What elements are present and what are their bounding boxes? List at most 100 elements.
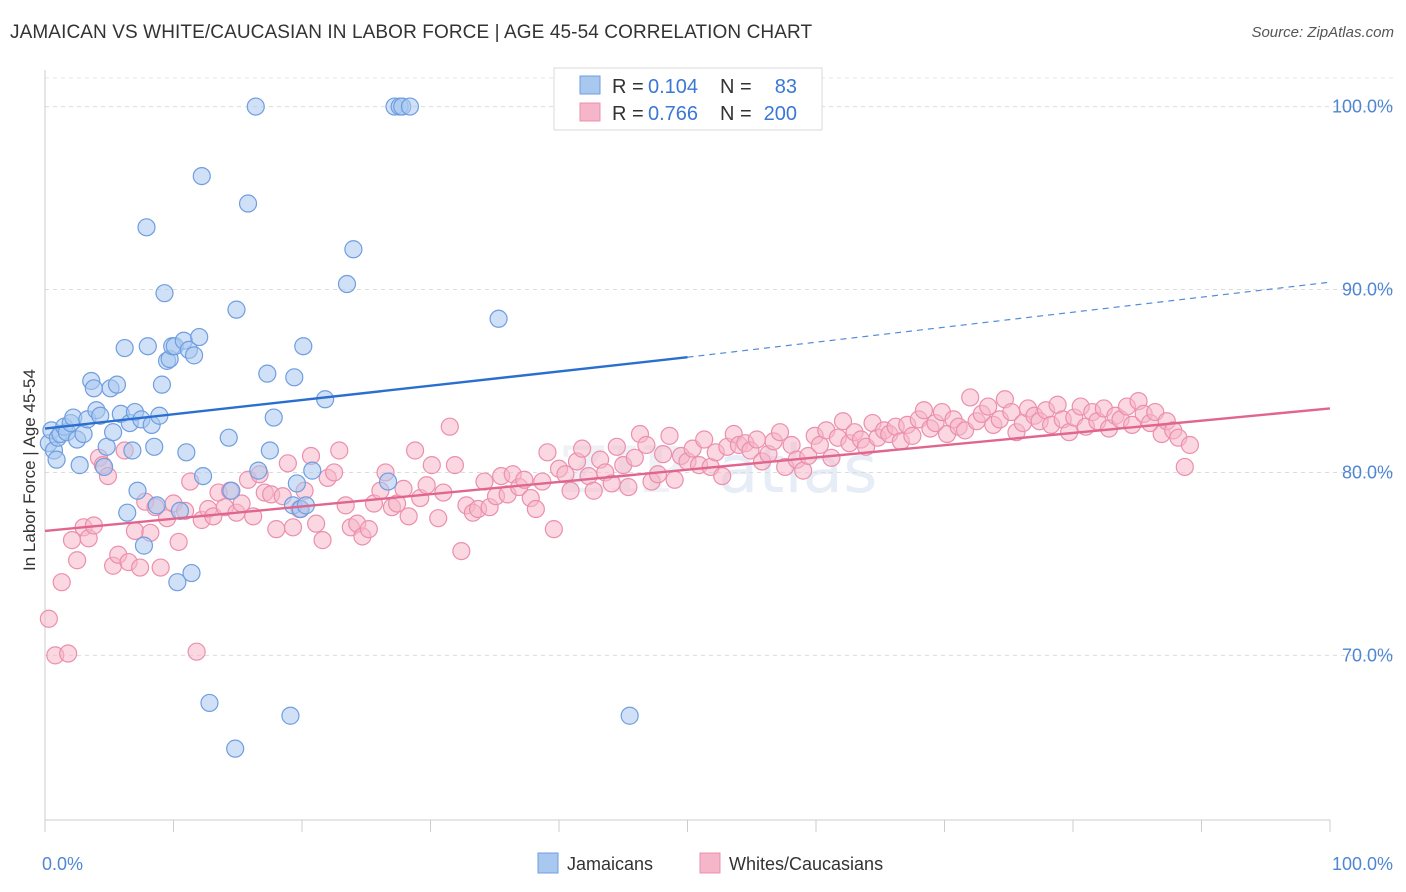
correlation-legend: R = 0.104 N = 83 R = 0.766 N = 200 [553,67,823,131]
jamaican-point [118,503,137,522]
legend-n-label-1: N = [720,76,752,98]
jamaican-point [378,472,398,491]
white-caucasian-point [313,531,332,550]
white-caucasian-point [770,423,790,442]
white-caucasian-point [544,520,563,539]
whites-trend-line [44,407,1331,533]
white-caucasian-point [653,445,673,464]
legend-n-value-1: 83 [775,76,797,98]
x-tick-label: 0.0% [42,854,83,874]
jamaican-point [182,563,201,583]
white-caucasian-point [625,448,644,467]
white-caucasian-point [151,558,170,577]
jamaican-point [303,461,322,480]
y-tick-label: 70.0% [1342,645,1393,665]
white-caucasian-point [584,481,603,500]
white-caucasian-point [637,435,656,455]
white-caucasian-point [359,520,378,539]
jamaican-point [84,379,103,398]
jamaican-point [177,443,196,462]
white-caucasian-point [125,521,145,541]
jamaican-point [184,346,204,365]
jamaican-point [337,274,357,294]
x-tick-label: 100.0% [1332,854,1393,874]
jamaican-point [227,300,246,319]
bottom-legend-swatch-jamaicans [537,852,559,874]
white-caucasian-point [695,430,714,449]
source-credit: Source: ZipAtlas.com [1251,24,1394,41]
jamaican-point [258,364,277,383]
gridlines [45,77,1394,656]
white-caucasian-point [429,509,448,528]
bottom-legend-label-whites: Whites/Caucasians [729,854,883,874]
jamaican-point [281,706,300,725]
legend-swatch-whites [579,102,601,122]
white-caucasian-point [267,520,286,539]
jamaican-point [238,194,258,213]
jamaican-point [168,573,187,592]
white-caucasian-point [1123,415,1142,434]
jamaican-point [620,706,639,725]
jamaican-point [200,693,219,713]
jamaican-point [138,337,157,356]
jamaican-point [294,337,313,356]
jamaican-point [400,97,420,116]
chart-title: JAMAICAN VS WHITE/CAUCASIAN IN LABOR FOR… [10,22,813,43]
white-caucasian-point [903,426,922,445]
jamaican-point [246,97,265,116]
white-caucasian-point [799,446,818,466]
jamaican-point [47,450,66,469]
white-caucasian-point [747,430,766,449]
white-caucasian-point [187,642,206,661]
white-caucasian-point [961,388,980,407]
jamaican-point [152,375,172,394]
jamaican-point [344,240,363,259]
jamaican-point [170,501,190,520]
whites-caucasians-points [39,388,1200,665]
white-caucasian-point [130,558,150,577]
y-tick-labels: 70.0% 80.0% 90.0% 100.0% [1332,97,1393,666]
white-caucasian-point [573,439,592,458]
jamaican-point [192,166,211,186]
jamaican-point [123,441,142,460]
white-caucasian-point [914,401,934,420]
jamaicans-trend-line [44,356,688,430]
white-caucasian-point [330,441,349,460]
legend-r-value-1: 0.104 [648,76,698,98]
jamaican-point [107,375,127,394]
jamaican-point [95,457,114,477]
jamaican-point [70,456,89,475]
jamaicans-points [39,97,639,758]
jamaican-point [137,218,156,237]
white-caucasian-point [440,417,459,436]
white-caucasian-point [607,437,626,456]
jamaican-point [147,496,166,515]
jamaican-point [219,428,238,447]
legend-r-label-2: R = [612,103,644,125]
jamaican-point [145,437,164,456]
white-caucasian-point [1175,457,1194,477]
white-caucasian-point [336,496,355,515]
white-caucasian-point [307,514,326,533]
white-caucasian-point [660,426,679,445]
white-caucasian-point [405,441,425,460]
jamaican-point [193,466,213,486]
jamaican-point [104,423,123,442]
bottom-legend-label-jamaicans: Jamaicans [567,854,653,874]
jamaican-point [222,481,241,500]
white-caucasian-point [52,573,71,592]
jamaican-point [489,309,508,328]
white-caucasian-point [445,456,465,475]
white-caucasian-point [833,412,853,431]
white-caucasian-point [417,476,436,495]
jamaican-point [155,284,174,303]
white-caucasian-point [533,472,552,491]
bottom-legend-swatch-whites [699,852,721,874]
jamaican-point [285,368,304,387]
series-legend: Jamaicans Whites/Caucasians [537,852,883,874]
white-caucasian-point [1180,435,1200,455]
jamaican-point [264,408,283,427]
legend-r-value-2: 0.766 [648,103,698,125]
legend-r-label-1: R = [612,76,644,98]
